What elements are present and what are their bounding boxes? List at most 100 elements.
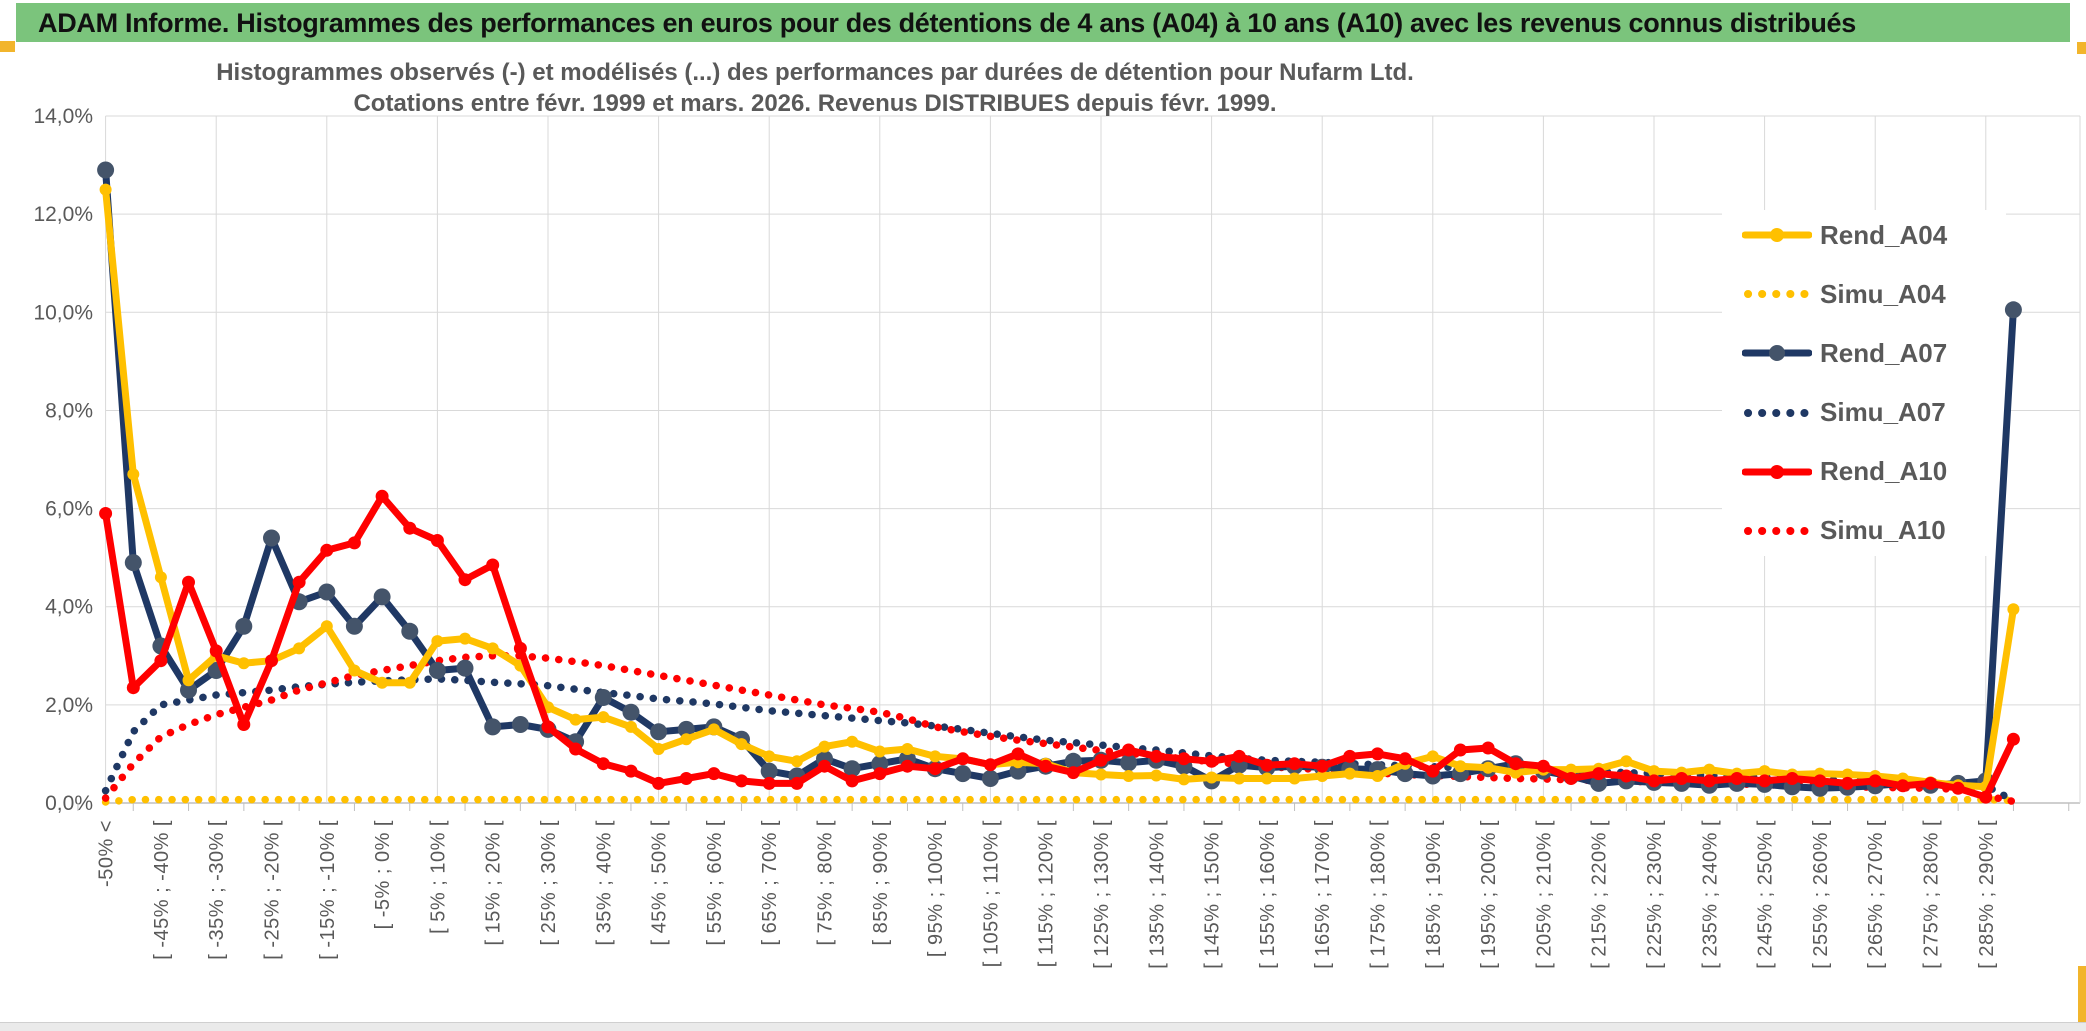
series-marker-Rend_A10 <box>762 776 776 790</box>
series-marker-Rend_A04 <box>293 642 306 655</box>
series-marker-Rend_A10 <box>1868 774 1882 788</box>
series-marker-Rend_A10 <box>209 644 223 658</box>
series-marker-Rend_A10 <box>458 573 472 587</box>
series-marker-Rend_A10 <box>1702 774 1716 788</box>
series-marker-Rend_A10 <box>983 758 997 772</box>
series-marker-Rend_A10 <box>347 536 361 550</box>
series-Rend_A10 <box>102 492 2017 801</box>
x-axis-tick-label: [ -35% ; -30% [ <box>206 820 228 960</box>
series-marker-Rend_A04 <box>652 743 665 755</box>
legend-label: Rend_A07 <box>1820 337 1948 368</box>
series-marker-Rend_A10 <box>1785 772 1799 785</box>
series-marker-Rend_A10 <box>707 767 721 781</box>
series-marker-Rend_A10 <box>1066 766 1080 780</box>
series-marker-Rend_A04 <box>320 620 333 633</box>
series-marker-Rend_A10 <box>1813 774 1827 788</box>
series-marker-Rend_A10 <box>1979 790 1993 804</box>
series-marker-Rend_A10 <box>928 762 942 776</box>
series-marker-Rend_A07 <box>401 622 419 640</box>
x-axis-tick-label: [ 75% ; 80% [ <box>815 820 837 945</box>
series-Simu_A07 <box>101 675 2018 805</box>
series-marker-Rend_A10 <box>1453 743 1467 757</box>
x-axis-tick-label: [ 125% ; 130% [ <box>1091 820 1113 969</box>
series-marker-Rend_A07 <box>97 161 115 179</box>
series-marker-Rend_A04 <box>1565 763 1577 776</box>
series-Rend_A07 <box>102 169 2017 792</box>
series-marker-Rend_A07 <box>235 617 253 635</box>
series-marker-Rend_A07 <box>1120 754 1138 772</box>
series-marker-Rend_A04 <box>376 676 389 689</box>
x-axis-tick-label: [ 15% ; 20% [ <box>483 820 505 945</box>
series-marker-Rend_A10 <box>790 776 804 790</box>
series-marker-Rend_A10 <box>1039 759 1053 773</box>
series-marker-Rend_A10 <box>320 543 334 557</box>
series-marker-Rend_A07 <box>124 554 142 572</box>
x-axis-tick-label: [ 65% ; 70% [ <box>759 820 781 945</box>
series-marker-Rend_A10 <box>956 752 970 766</box>
x-axis-tick-label: [ 205% ; 210% [ <box>1533 820 1555 969</box>
x-axis-tick-label: [ 275% ; 280% [ <box>1921 820 1943 969</box>
series-marker-Rend_A04 <box>403 676 416 689</box>
series-marker-Rend_A10 <box>624 764 638 778</box>
series-marker-Rend_A10 <box>1481 741 1495 755</box>
x-axis-tick-label: [ 175% ; 180% [ <box>1368 820 1390 969</box>
series-marker-Rend_A07 <box>2004 301 2022 319</box>
series-marker-Rend_A04 <box>1426 750 1439 763</box>
x-axis-tick-label: [ 265% ; 270% [ <box>1865 820 1887 969</box>
series-marker-Rend_A07 <box>622 703 640 721</box>
series-marker-Rend_A10 <box>1398 752 1412 766</box>
series-marker-Rend_A04 <box>569 713 582 726</box>
x-axis-tick-label: [ 195% ; 200% [ <box>1478 820 1500 969</box>
series-marker-Rend_A10 <box>1841 776 1854 790</box>
series-marker-Rend_A10 <box>1149 749 1163 763</box>
series-marker-Rend_A04 <box>735 738 748 751</box>
series-marker-Rend_A04 <box>348 664 361 677</box>
series-marker-Rend_A10 <box>679 772 693 785</box>
series-marker-Rend_A04 <box>625 720 637 733</box>
series-marker-Rend_A07 <box>345 617 363 635</box>
series-marker-Rend_A04 <box>1509 766 1522 779</box>
series-marker-Rend_A04 <box>486 642 499 655</box>
series-marker-Rend_A10 <box>1896 779 1910 793</box>
sheet-bottom-strip <box>0 1022 2086 1031</box>
sheet-accent-topright <box>2077 42 2086 54</box>
sheet-accent-topleft <box>0 41 15 52</box>
x-axis-tick-label: [ 135% ; 140% [ <box>1146 820 1168 969</box>
series-marker-Rend_A04 <box>846 735 859 748</box>
series-marker-Rend_A04 <box>2007 603 2020 616</box>
series-marker-Rend_A10 <box>403 521 417 535</box>
legend: Rend_A04 Simu_A04 Rend_A07 Simu_A07 <box>1722 210 2006 556</box>
series-marker-Rend_A04 <box>901 743 914 755</box>
series-marker-Rend_A10 <box>1205 754 1219 768</box>
legend-sample-dotted-icon <box>1744 290 1812 299</box>
series-marker-Rend_A04 <box>1841 768 1854 781</box>
series-marker-Rend_A04 <box>1482 761 1495 774</box>
series-marker-Rend_A04 <box>154 571 167 584</box>
x-axis-tick-label: [ 55% ; 60% [ <box>704 820 726 945</box>
series-marker-Rend_A10 <box>2006 732 2020 746</box>
series-marker-Rend_A04 <box>1095 768 1107 781</box>
y-axis-tick-label: 12,0% <box>33 203 93 226</box>
series-marker-Rend_A10 <box>1315 759 1329 773</box>
x-axis-tick-label: [ 245% ; 250% [ <box>1755 820 1777 969</box>
x-axis-tick-label: [ 5% ; 10% [ <box>427 820 449 934</box>
series-marker-Rend_A10 <box>126 681 140 695</box>
series-marker-Rend_A10 <box>652 776 666 790</box>
legend-label: Rend_A04 <box>1820 219 1948 250</box>
x-axis-tick-label: [ 95% ; 100% [ <box>925 820 947 957</box>
x-axis-tick-label: [ -5% ; 0% [ <box>372 820 394 929</box>
series-marker-Rend_A04 <box>1177 773 1190 786</box>
x-axis-tick-label: [ 235% ; 240% [ <box>1699 820 1721 969</box>
series-marker-Rend_A10 <box>1951 781 1965 795</box>
y-axis-tick-label: 10,0% <box>33 301 93 324</box>
y-axis-tick-label: 0,0% <box>45 792 93 815</box>
series-marker-Rend_A07 <box>263 529 280 547</box>
x-axis-tick-label: [ 255% ; 260% [ <box>1810 820 1832 969</box>
series-marker-Rend_A10 <box>1758 774 1772 788</box>
x-axis-tick-label: [ -45% ; -40% [ <box>151 820 173 960</box>
series-marker-Rend_A10 <box>182 575 195 589</box>
series-marker-Rend_A10 <box>1177 752 1191 766</box>
y-axis-tick-label: 8,0% <box>45 399 93 422</box>
series-marker-Rend_A07 <box>484 718 502 736</box>
